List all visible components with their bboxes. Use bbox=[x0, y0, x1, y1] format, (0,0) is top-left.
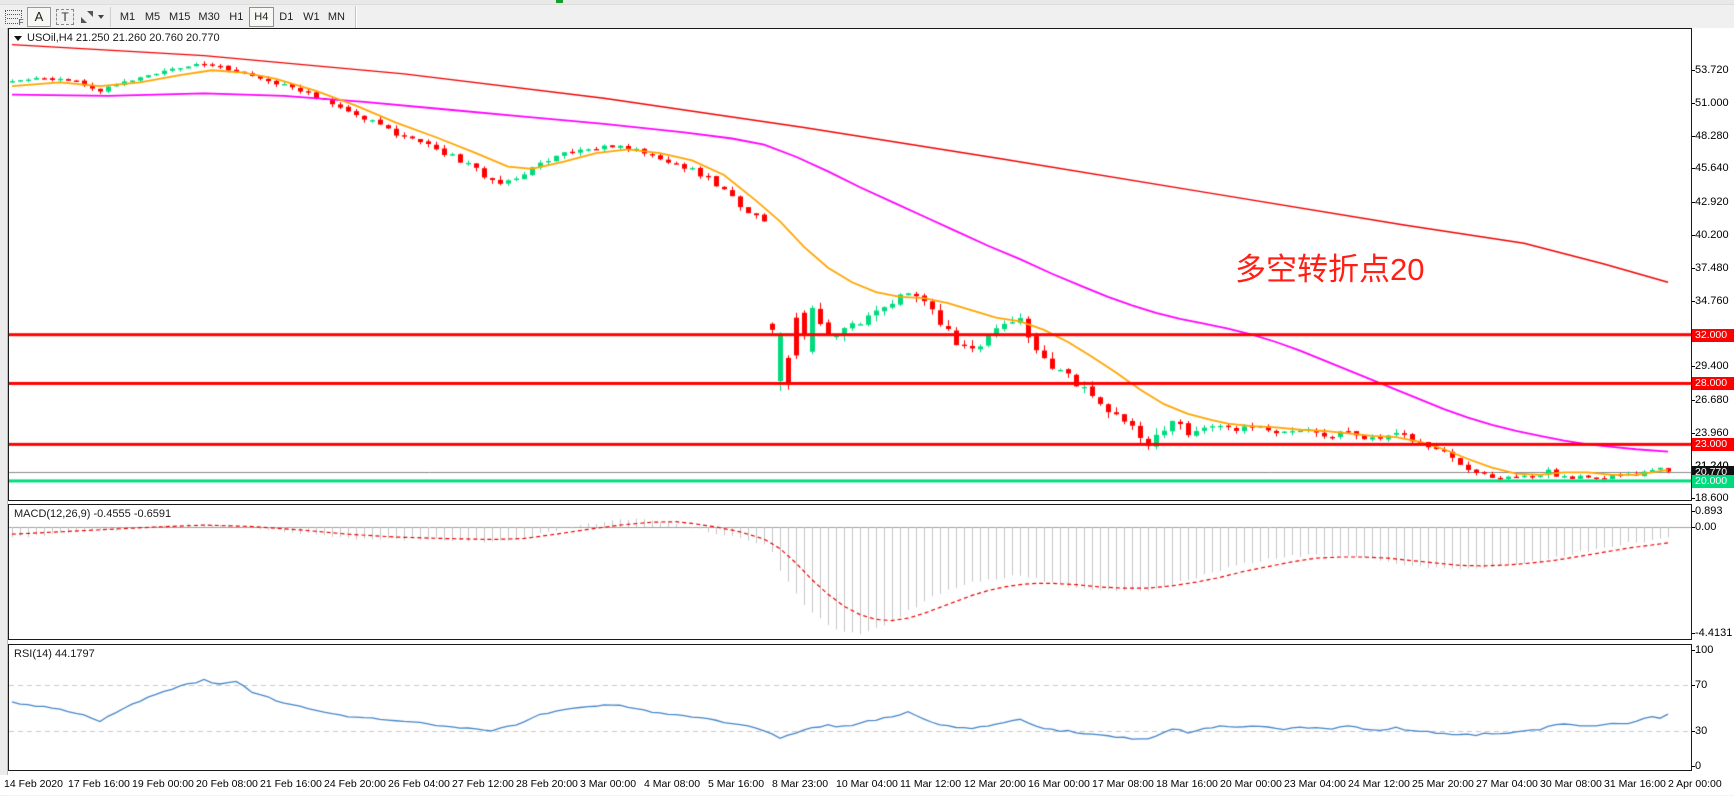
time-tick-label: 24 Feb 20:00 bbox=[324, 778, 386, 790]
price-tick-label: 51.000 bbox=[1692, 97, 1729, 110]
price-tick-label: 26.680 bbox=[1692, 393, 1729, 406]
rsi-canvas[interactable] bbox=[9, 645, 1691, 770]
time-tick-label: 4 Mar 08:00 bbox=[644, 778, 701, 790]
price-tick-label: 18.600 bbox=[1692, 492, 1729, 504]
price-tick-label: 23.960 bbox=[1692, 426, 1729, 439]
price-axis[interactable]: 53.720 51.000 48.280 45.640 42.920 40.200 37.4… bbox=[1691, 28, 1734, 795]
main-chart-canvas[interactable] bbox=[9, 29, 1691, 500]
time-tick-label: 19 Feb 00:00 bbox=[132, 778, 194, 790]
timeframe-button-d1[interactable]: D1 bbox=[273, 6, 299, 27]
time-tick-label: 20 Mar 00:00 bbox=[1220, 778, 1282, 790]
symbol-dropdown-caret-icon[interactable] bbox=[14, 35, 22, 41]
time-axis[interactable]: 14 Feb 2020 17 Feb 16:00 19 Feb 00:00 20 Fe… bbox=[0, 775, 1734, 795]
rsi-tick-label: 70 bbox=[1691, 678, 1708, 691]
time-tick-label: 18 Mar 16:00 bbox=[1156, 778, 1218, 790]
macd-tick-label: -4.4131 bbox=[1691, 626, 1733, 639]
time-tick-label: 3 Mar 00:00 bbox=[580, 778, 637, 790]
timeframe-button-m30[interactable]: M30 bbox=[194, 6, 224, 27]
time-tick-label: 12 Mar 20:00 bbox=[964, 778, 1026, 790]
price-level-badge: 32.000 bbox=[1692, 328, 1734, 342]
timeframe-group: M1 M5 M15 M30 H1 H4 D1 W1 MN bbox=[115, 6, 349, 27]
fibo-grid-icon: F bbox=[4, 9, 25, 27]
timeframe-button-h4[interactable]: H4 bbox=[248, 6, 274, 27]
timeframe-button-h1[interactable]: H1 bbox=[223, 6, 249, 27]
window-top-strip bbox=[0, 0, 1734, 5]
letter-a-icon: A bbox=[34, 9, 44, 24]
price-pane: USOil,H4 21.250 21.260 20.760 20.770 多空转… bbox=[8, 28, 1692, 501]
time-tick-label: 5 Mar 16:00 bbox=[708, 778, 765, 790]
time-tick-label: 16 Mar 00:00 bbox=[1028, 778, 1090, 790]
rsi-tick-label: 0 bbox=[1691, 760, 1702, 772]
time-tick-label: 26 Feb 04:00 bbox=[388, 778, 450, 790]
toolbar-end-separator bbox=[354, 5, 356, 28]
time-tick-label: 10 Mar 04:00 bbox=[836, 778, 898, 790]
timeframe-button-w1[interactable]: W1 bbox=[298, 6, 324, 27]
timeframe-button-m1[interactable]: M1 bbox=[115, 6, 140, 27]
time-tick-label: 2 Apr 00:00 bbox=[1668, 778, 1722, 790]
price-tick-label: 42.920 bbox=[1692, 195, 1729, 208]
price-tick-label: 45.640 bbox=[1692, 162, 1729, 175]
price-tick-label: 40.200 bbox=[1692, 228, 1729, 241]
time-tick-label: 25 Mar 20:00 bbox=[1412, 778, 1474, 790]
macd-tick-label: 0.00 bbox=[1691, 521, 1717, 533]
letter-t-icon: T bbox=[56, 8, 74, 25]
time-tick-label: 8 Mar 23:00 bbox=[772, 778, 829, 790]
macd-tick-label: 0.893 bbox=[1692, 505, 1723, 517]
chart-annotation-text[interactable]: 多空转折点20 bbox=[1235, 252, 1425, 287]
cycle-lines-tool-button[interactable] bbox=[79, 6, 105, 27]
time-tick-label: 28 Feb 20:00 bbox=[516, 778, 578, 790]
toolbar: F A T M1 M5 M15 M30 H1 H4 D1 W1 MN bbox=[0, 5, 1734, 28]
symbol-ohlc-text: USOil,H4 21.250 21.260 20.760 20.770 bbox=[27, 32, 220, 44]
chart-window: USOil,H4 21.250 21.260 20.760 20.770 多空转… bbox=[0, 28, 1734, 796]
price-tick-label: 37.480 bbox=[1692, 261, 1729, 274]
price-tick-label: 34.760 bbox=[1692, 295, 1729, 308]
timeframe-button-m5[interactable]: M5 bbox=[140, 6, 165, 27]
price-tick-label: 53.720 bbox=[1692, 64, 1729, 76]
diagonal-arrows-icon bbox=[80, 10, 94, 24]
toolbar-separator bbox=[110, 6, 111, 27]
partial-toolbar-icon bbox=[556, 0, 563, 3]
time-tick-label: 21 Feb 16:00 bbox=[260, 778, 322, 790]
time-tick-label: 30 Mar 08:00 bbox=[1540, 778, 1602, 790]
macd-canvas[interactable] bbox=[9, 505, 1691, 639]
timeframe-button-mn[interactable]: MN bbox=[323, 6, 349, 27]
macd-pane: MACD(12,26,9) -0.4555 -0.6591 bbox=[8, 504, 1692, 640]
time-tick-label: 27 Mar 04:00 bbox=[1476, 778, 1538, 790]
price-level-badge: 28.000 bbox=[1692, 377, 1734, 391]
symbol-label: USOil,H4 21.250 21.260 20.760 20.770 bbox=[14, 32, 220, 44]
timeframe-button-m15[interactable]: M15 bbox=[165, 6, 195, 27]
time-tick-label: 14 Feb 2020 bbox=[4, 778, 63, 790]
left-gutter bbox=[0, 28, 8, 795]
price-tick-label: 48.280 bbox=[1692, 130, 1729, 143]
dropdown-caret-icon bbox=[98, 14, 104, 19]
time-tick-label: 27 Feb 12:00 bbox=[452, 778, 514, 790]
time-tick-label: 11 Mar 12:00 bbox=[900, 778, 962, 790]
price-level-badge: 23.000 bbox=[1692, 438, 1734, 452]
time-tick-label: 17 Mar 08:00 bbox=[1092, 778, 1154, 790]
text-label-tool-button[interactable]: T bbox=[53, 6, 77, 27]
macd-label: MACD(12,26,9) -0.4555 -0.6591 bbox=[14, 508, 172, 520]
price-tick-label: 29.400 bbox=[1692, 360, 1729, 373]
time-tick-label: 24 Mar 12:00 bbox=[1348, 778, 1410, 790]
time-tick-label: 20 Feb 08:00 bbox=[196, 778, 258, 790]
rsi-tick-label: 100 bbox=[1691, 644, 1714, 656]
time-tick-label: 23 Mar 04:00 bbox=[1284, 778, 1346, 790]
fibonacci-grid-tool-button[interactable]: F bbox=[1, 6, 25, 27]
rsi-label: RSI(14) 44.1797 bbox=[14, 648, 95, 660]
price-level-badge: 20.000 bbox=[1692, 474, 1734, 488]
rsi-pane: RSI(14) 44.1797 bbox=[8, 644, 1692, 771]
arrow-text-tool-button[interactable]: A bbox=[27, 6, 51, 27]
time-tick-label: 31 Mar 16:00 bbox=[1604, 778, 1666, 790]
time-tick-label: 17 Feb 16:00 bbox=[68, 778, 130, 790]
rsi-tick-label: 30 bbox=[1691, 725, 1708, 738]
